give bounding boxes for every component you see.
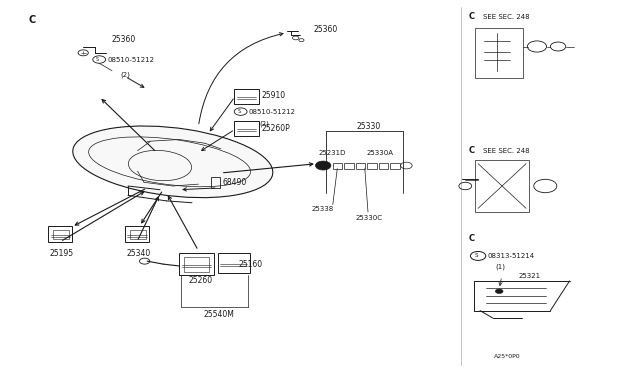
Text: 25260: 25260 bbox=[189, 276, 213, 285]
Bar bbox=[184, 257, 209, 272]
Text: A25*0P0: A25*0P0 bbox=[494, 354, 521, 359]
Bar bbox=[379, 163, 388, 169]
Circle shape bbox=[495, 289, 503, 294]
Bar bbox=[234, 89, 259, 104]
Text: (1): (1) bbox=[495, 264, 506, 270]
Text: S: S bbox=[96, 57, 99, 62]
Bar bbox=[125, 226, 149, 242]
Text: (2): (2) bbox=[120, 71, 130, 78]
Text: C: C bbox=[468, 234, 475, 243]
Text: 25160: 25160 bbox=[239, 260, 263, 269]
Ellipse shape bbox=[73, 126, 273, 198]
Bar bbox=[179, 253, 214, 275]
Text: 25330A: 25330A bbox=[366, 150, 393, 155]
Text: 25360: 25360 bbox=[314, 25, 338, 34]
Text: 25338: 25338 bbox=[312, 206, 334, 212]
Text: 25321: 25321 bbox=[518, 273, 541, 279]
Text: SEE SEC. 248: SEE SEC. 248 bbox=[483, 148, 529, 154]
Bar bbox=[356, 163, 365, 169]
Text: SEE SEC. 248: SEE SEC. 248 bbox=[483, 14, 529, 20]
Text: 25360: 25360 bbox=[112, 35, 136, 44]
Text: (2): (2) bbox=[259, 121, 269, 127]
Text: S: S bbox=[474, 253, 478, 259]
Bar bbox=[475, 160, 529, 212]
Text: 25260P: 25260P bbox=[261, 124, 290, 133]
Text: 25540M: 25540M bbox=[204, 310, 234, 319]
Text: 25910: 25910 bbox=[261, 92, 285, 100]
Text: 25195: 25195 bbox=[50, 249, 74, 258]
Bar bbox=[130, 230, 146, 239]
Text: S: S bbox=[237, 109, 240, 114]
Text: C: C bbox=[468, 146, 475, 155]
Text: 08510-51212: 08510-51212 bbox=[108, 57, 154, 62]
Text: 25330: 25330 bbox=[356, 122, 381, 131]
Bar bbox=[48, 226, 72, 242]
Text: 08510-51212: 08510-51212 bbox=[249, 109, 296, 115]
Text: 08313-51214: 08313-51214 bbox=[488, 253, 535, 259]
Text: 68490: 68490 bbox=[223, 178, 247, 187]
Text: 25330C: 25330C bbox=[355, 215, 382, 221]
Circle shape bbox=[316, 161, 331, 170]
Bar bbox=[333, 163, 342, 169]
Bar bbox=[475, 28, 523, 78]
Bar bbox=[53, 230, 69, 239]
Bar bbox=[390, 163, 400, 169]
Bar bbox=[211, 177, 220, 188]
Text: C: C bbox=[29, 16, 36, 25]
Bar bbox=[218, 253, 250, 273]
Bar bbox=[367, 163, 377, 169]
Text: 25231D: 25231D bbox=[319, 150, 346, 155]
Text: 25340: 25340 bbox=[126, 249, 150, 258]
Bar bbox=[234, 121, 259, 136]
Bar bbox=[344, 163, 354, 169]
Text: C: C bbox=[468, 12, 475, 21]
